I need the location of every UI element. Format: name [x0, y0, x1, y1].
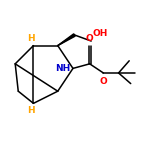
Text: OH: OH	[93, 29, 108, 38]
Text: O: O	[86, 34, 93, 43]
Text: O: O	[100, 77, 107, 86]
Polygon shape	[58, 34, 75, 46]
Text: NH: NH	[55, 64, 71, 73]
Text: H: H	[27, 106, 35, 115]
Text: H: H	[27, 34, 35, 43]
